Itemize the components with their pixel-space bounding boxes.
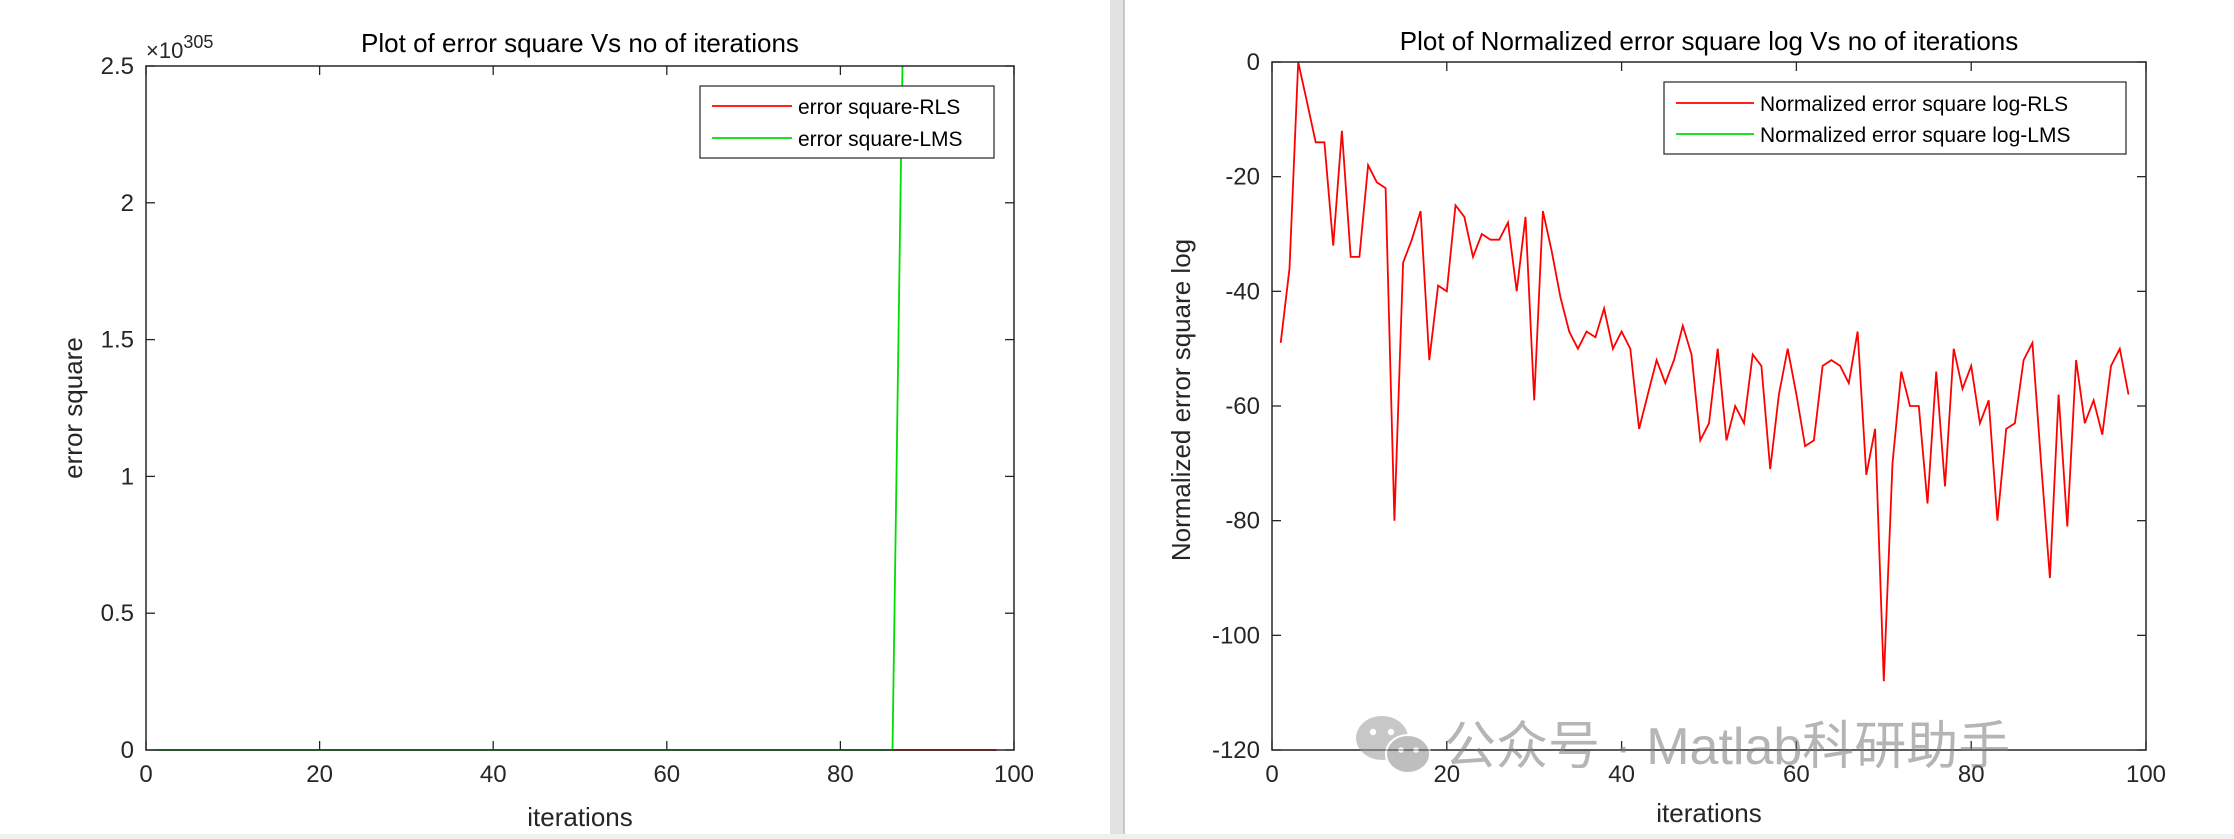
watermark: 公众号 · Matlab科研助手 — [1356, 716, 2010, 776]
y-tick-label: -20 — [1225, 164, 1260, 191]
exponent-power: 305 — [183, 32, 213, 52]
legend-label-lms: error square-LMS — [798, 128, 963, 151]
x-tick-label: 20 — [1433, 761, 1460, 788]
x-tick-label: 60 — [1783, 761, 1810, 788]
y-tick-label: 0 — [1247, 49, 1260, 76]
axes-box — [1271, 61, 2147, 751]
legend-label-lms: Normalized error square log-LMS — [1760, 124, 2070, 147]
chart-title: Plot of error square Vs no of iterations — [361, 28, 799, 58]
watermark-text: 公众号 · Matlab科研助手 — [1444, 718, 2010, 776]
x-tick-label: 20 — [306, 761, 333, 788]
tick-layer: 0 20 40 60 80 100 0 0.5 1 1.5 2 2.5 — [101, 53, 1034, 788]
y-tick-label: -60 — [1225, 393, 1260, 420]
legend-box — [1663, 81, 2127, 155]
legend-label-rls: error square-RLS — [798, 96, 960, 119]
x-axis-label: iterations — [1656, 798, 1762, 828]
y-tick-label: 0 — [121, 737, 134, 764]
wechat-icon — [1356, 716, 1431, 774]
y-tick-label: 2 — [121, 190, 134, 217]
x-tick-label: 60 — [653, 761, 680, 788]
y-tick-label: 0.5 — [101, 600, 134, 627]
y-tick-label: -80 — [1225, 508, 1260, 535]
window-divider — [1110, 0, 1124, 834]
legend-label-rls: Normalized error square log-RLS — [1760, 93, 2068, 116]
exponent-base: ×10 — [146, 38, 183, 63]
legend[interactable]: error square-RLS error square-LMS — [699, 85, 995, 159]
y-tick-label: 1.5 — [101, 327, 134, 354]
series-layer — [1279, 61, 2130, 682]
x-tick-label: 80 — [827, 761, 854, 788]
y-axis-label: error square — [58, 337, 88, 479]
tick-layer: 0 20 40 60 80 100 -120 -100 -80 -60 -40 -20 0 — [1212, 49, 2166, 788]
plot-area — [1272, 62, 2146, 750]
legend[interactable]: Normalized error square log-RLS Normaliz… — [1663, 81, 2127, 155]
y-tick-label: 1 — [121, 463, 134, 490]
normalized-error-log-chart: Plot of Normalized error square log Vs n… — [1166, 26, 2166, 828]
x-tick-label: 40 — [480, 761, 507, 788]
exponent-label: ×10305 — [146, 32, 213, 63]
x-axis-label: iterations — [527, 802, 633, 832]
x-tick-label: 0 — [139, 761, 152, 788]
y-tick-label: -120 — [1212, 737, 1260, 764]
y-axis-label: Normalized error square log — [1166, 239, 1196, 561]
x-tick-label: 100 — [2126, 761, 2166, 788]
axes-box — [145, 65, 1015, 751]
series-line-rls — [1279, 61, 2130, 682]
y-tick-label: -100 — [1212, 622, 1260, 649]
x-tick-label: 80 — [1958, 761, 1985, 788]
plot-area — [146, 66, 1014, 750]
y-tick-label: 2.5 — [101, 53, 134, 80]
y-tick-label: -40 — [1225, 278, 1260, 305]
chart-title: Plot of Normalized error square log Vs n… — [1400, 26, 2019, 56]
legend-box — [699, 85, 995, 159]
x-tick-label: 40 — [1608, 761, 1635, 788]
x-tick-label: 100 — [994, 761, 1034, 788]
error-square-chart: Plot of error square Vs no of iterations… — [58, 28, 1034, 832]
x-tick-label: 0 — [1265, 761, 1278, 788]
